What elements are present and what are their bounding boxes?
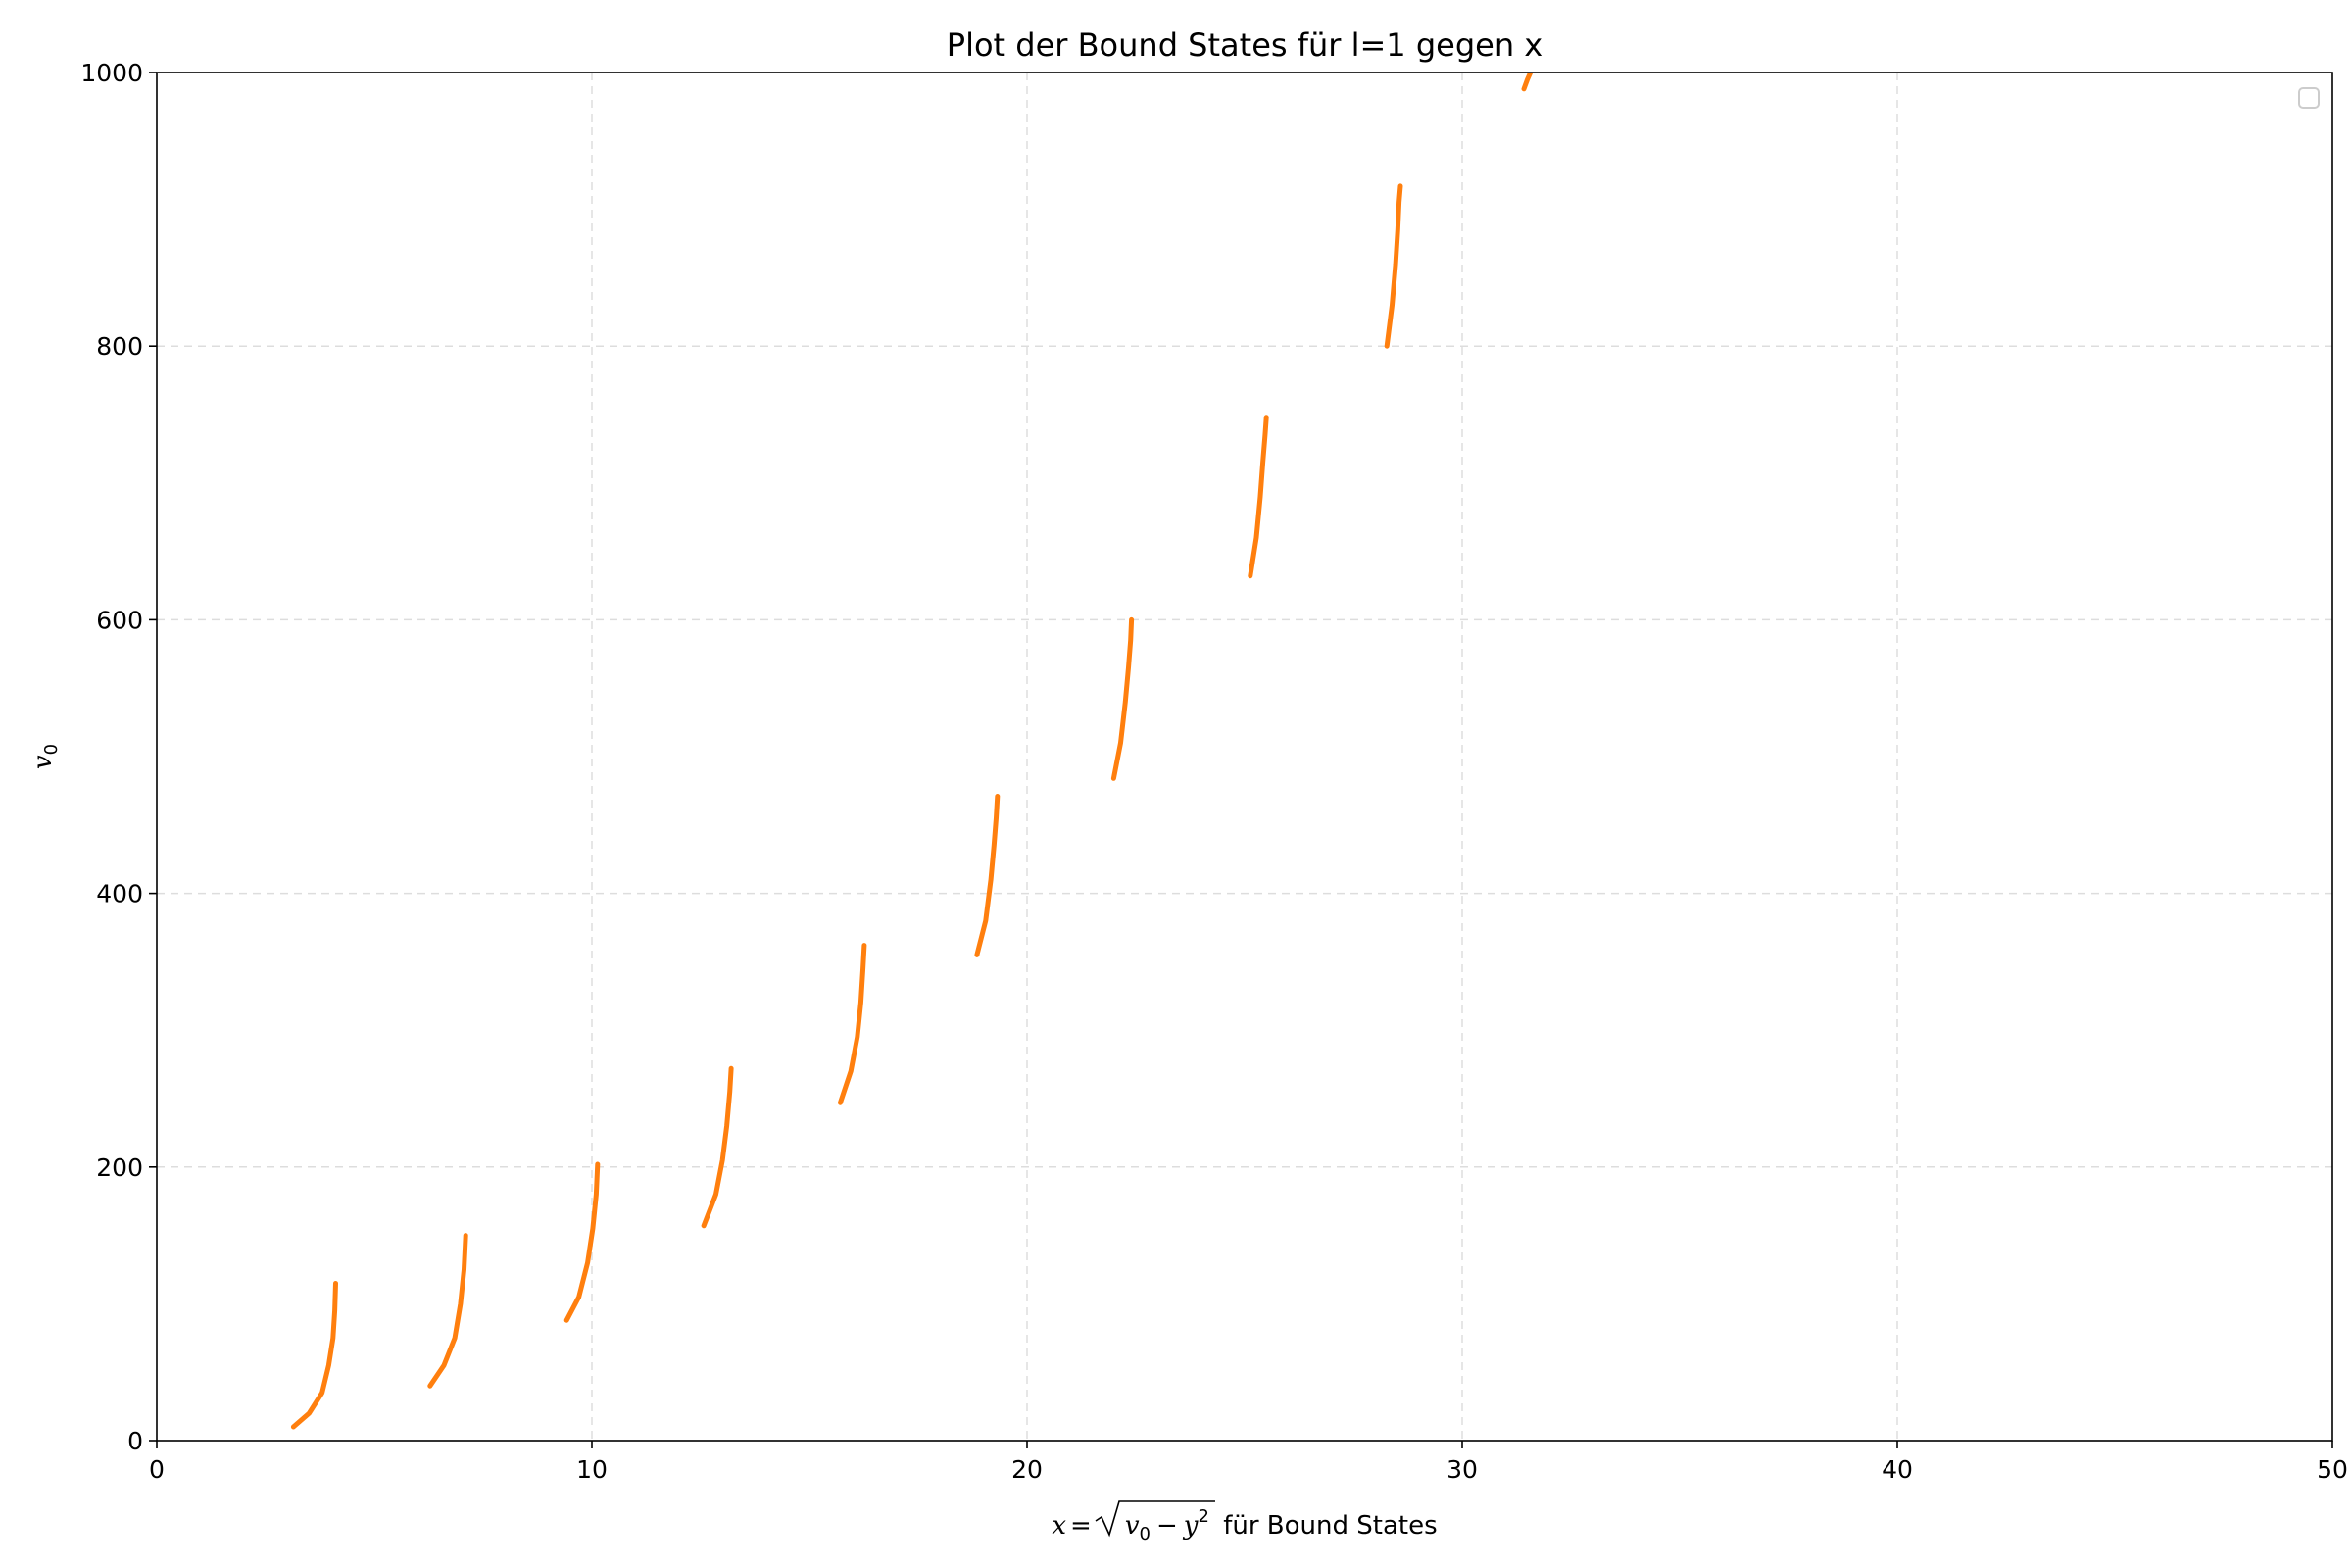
y-tick-label: 800 xyxy=(96,332,143,361)
y-label-v: v xyxy=(28,755,58,769)
x-axis-label: x = v0− y2 für Bound States xyxy=(1052,1500,1438,1544)
x-axis: 0 10 20 30 40 50 xyxy=(149,1441,2348,1484)
x-label-y-sup: 2 xyxy=(1198,1506,1208,1527)
bound-state-branch-3 xyxy=(564,1161,601,1323)
y-tick-label: 1000 xyxy=(80,59,143,87)
grid xyxy=(157,73,2332,1441)
x-tick-label: 50 xyxy=(2317,1455,2348,1484)
bound-state-branch-8 xyxy=(1248,415,1269,579)
x-tick-label: 20 xyxy=(1011,1455,1043,1484)
svg-text:x=v0−y2 für Bound States: x = v0− y2 für Bound States xyxy=(1052,1506,1437,1544)
x-label-y: y xyxy=(1183,1511,1199,1541)
bound-state-branch-5 xyxy=(838,943,867,1105)
bound-state-branch-9 xyxy=(1384,183,1403,349)
x-tick-label: 40 xyxy=(1882,1455,1913,1484)
bound-state-branch-2 xyxy=(427,1233,468,1389)
chart-title: Plot der Bound States für l=1 gegen x xyxy=(947,26,1543,64)
x-tick-label: 0 xyxy=(149,1455,165,1484)
bound-state-branch-7 xyxy=(1110,616,1135,781)
bound-state-branch-4 xyxy=(701,1065,734,1229)
x-label-equals: = xyxy=(1070,1511,1092,1541)
y-label-sub: 0 xyxy=(41,744,62,755)
plot-area xyxy=(157,73,2332,1441)
x-label-minus: − xyxy=(1156,1511,1178,1541)
y-tick-label: 200 xyxy=(96,1153,143,1182)
bound-state-branch-10 xyxy=(1521,73,1534,92)
x-label-v: v xyxy=(1125,1511,1140,1541)
y-tick-label: 400 xyxy=(96,880,143,908)
y-tick-label: 0 xyxy=(127,1427,143,1455)
bound-state-branch-1 xyxy=(290,1281,338,1430)
y-axis-label: v0 xyxy=(28,744,62,769)
legend-box[interactable] xyxy=(2298,87,2320,109)
x-label-suffix: für Bound States xyxy=(1215,1511,1438,1541)
x-tick-label: 10 xyxy=(576,1455,608,1484)
y-axis: 0 200 400 600 800 1000 xyxy=(80,59,157,1455)
x-tick-label: 30 xyxy=(1446,1455,1478,1484)
bound-state-branch-6 xyxy=(974,794,1001,957)
y-tick-label: 600 xyxy=(96,606,143,634)
x-label-v-sub: 0 xyxy=(1140,1524,1151,1544)
svg-text:v0: v0 xyxy=(28,744,62,769)
sqrt-sign xyxy=(1095,1500,1215,1538)
x-label-x: x xyxy=(1052,1511,1066,1541)
series-bound-states xyxy=(290,73,1534,1430)
plot-frame xyxy=(156,72,2333,1442)
